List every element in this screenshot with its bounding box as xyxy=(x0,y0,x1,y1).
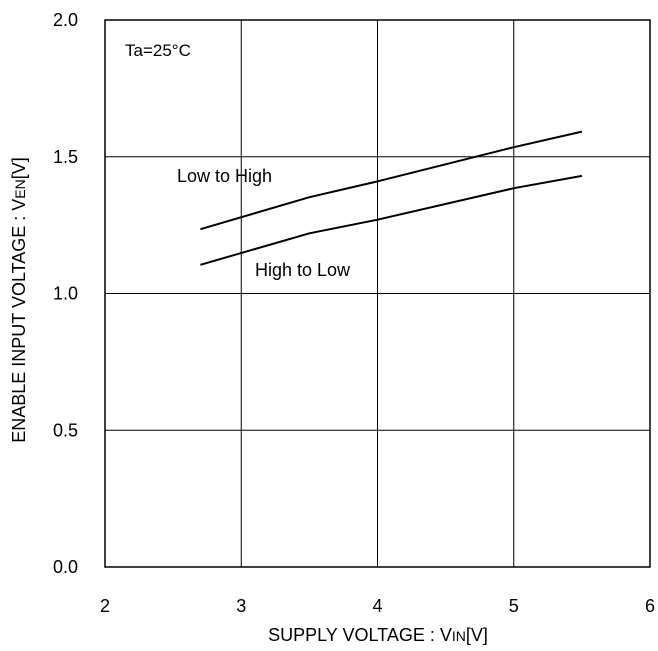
series-lines xyxy=(200,130,583,266)
y-axis-label-main: ENABLE INPUT VOLTAGE : V xyxy=(9,199,29,443)
y-tick-label: 0.0 xyxy=(53,557,78,577)
y-axis-label-subscript: EN xyxy=(12,179,28,198)
y-axis-label: ENABLE INPUT VOLTAGE : VEN[V] xyxy=(9,157,29,443)
x-tick-label: 5 xyxy=(509,596,519,616)
y-tick-label: 1.0 xyxy=(53,284,78,304)
y-tick-labels: 0.0 0.5 1.0 1.5 2.0 xyxy=(53,10,78,577)
x-axis-label-subscript: IN xyxy=(452,628,466,644)
y-tick-label: 1.5 xyxy=(53,147,78,167)
x-tick-labels: 2 3 4 5 6 xyxy=(100,596,655,616)
y-axis-label-unit: [V] xyxy=(9,157,29,179)
x-axis-label-main: SUPPLY VOLTAGE : V xyxy=(268,625,452,645)
x-tick-label: 6 xyxy=(645,596,655,616)
grid-lines xyxy=(105,20,650,567)
plot-frame xyxy=(104,19,651,568)
x-tick-label: 2 xyxy=(100,596,110,616)
y-tick-label: 0.5 xyxy=(53,420,78,440)
series-line xyxy=(200,174,583,266)
x-tick-label: 3 xyxy=(236,596,246,616)
x-tick-label: 4 xyxy=(372,596,382,616)
series-line xyxy=(200,130,583,231)
y-tick-label: 2.0 xyxy=(53,10,78,30)
series-label-low-to-high: Low to High xyxy=(177,166,272,186)
x-axis-label-unit: [V] xyxy=(466,625,488,645)
series-label-high-to-low: High to Low xyxy=(255,260,351,280)
temperature-annotation: Ta=25°C xyxy=(125,41,191,60)
x-axis-label: SUPPLY VOLTAGE : VIN[V] xyxy=(268,625,488,645)
